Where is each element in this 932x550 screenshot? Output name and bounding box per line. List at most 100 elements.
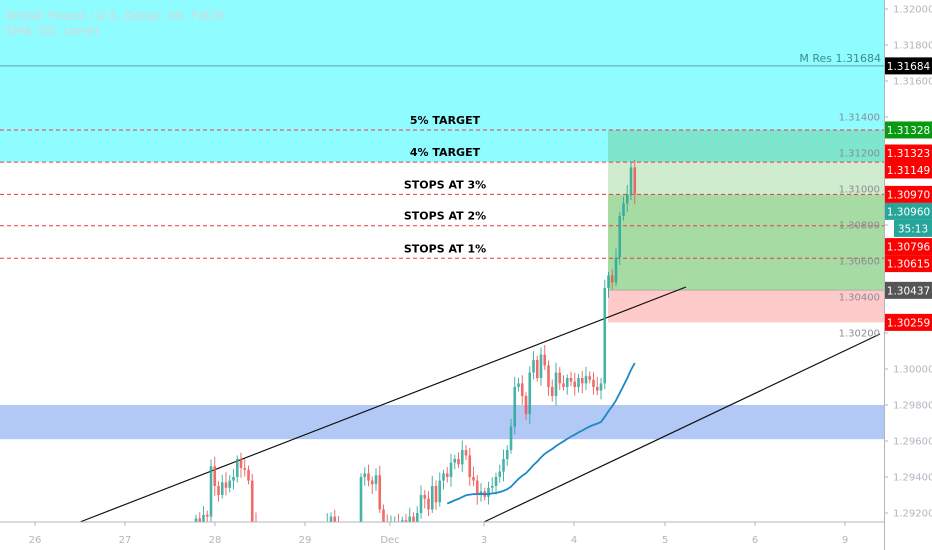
candle-body xyxy=(562,383,565,387)
time-tick-label: 6 xyxy=(752,535,758,546)
candle xyxy=(622,196,625,221)
position-profit-light[interactable] xyxy=(608,162,884,195)
time-axis[interactable]: 26 27 28 29 Dec 3 4 5 6 9 xyxy=(29,522,849,546)
candle xyxy=(603,279,607,390)
candle-body xyxy=(213,466,217,486)
level-label: 4% TARGET xyxy=(410,146,481,159)
candle-body xyxy=(543,354,547,366)
candle xyxy=(547,360,550,396)
candle xyxy=(370,476,374,494)
upper-trendline[interactable] xyxy=(79,286,687,523)
candle-body xyxy=(438,480,442,503)
price-axis[interactable]: 1.32000 1.31800 1.31600 1.30000 1.29800 1.296… xyxy=(884,5,932,520)
price-badge-label: 1.30960 xyxy=(887,206,930,218)
level-label: 5% TARGET xyxy=(410,114,481,127)
candle xyxy=(532,351,535,380)
candle xyxy=(228,475,232,493)
candle-body xyxy=(577,378,580,387)
candle-body xyxy=(569,378,573,382)
price-tick-label: 1.30600 xyxy=(839,257,880,268)
candle-body xyxy=(487,487,490,497)
candle-body xyxy=(468,455,472,477)
candle xyxy=(543,345,547,371)
candle-body xyxy=(247,469,250,481)
candle xyxy=(569,371,573,387)
price-tick-label: 1.31200 xyxy=(839,149,880,160)
candle xyxy=(614,248,618,287)
candle-body xyxy=(517,383,520,387)
candle-body xyxy=(374,475,378,485)
price-badge-label: 1.31149 xyxy=(887,165,930,177)
candle xyxy=(595,376,599,396)
candle xyxy=(427,491,430,517)
candle-body xyxy=(588,376,592,380)
price-badge-label: 1.31328 xyxy=(887,125,930,137)
candle-body xyxy=(408,516,412,526)
candle xyxy=(442,469,445,490)
candle xyxy=(239,452,243,478)
candle-body xyxy=(232,477,235,481)
price-tick-label: 1.29600 xyxy=(893,437,932,448)
candle xyxy=(247,465,250,485)
price-tick-label: 1.29800 xyxy=(893,401,932,412)
price-tick-label: 1.30200 xyxy=(839,329,880,340)
candle-body xyxy=(329,516,333,522)
position-loss-zone[interactable] xyxy=(608,290,884,323)
candle xyxy=(453,454,457,470)
candle-body xyxy=(457,459,460,465)
price-tick-label: 1.31600 xyxy=(893,77,932,88)
level-label: STOPS AT 2% xyxy=(404,210,486,223)
candle xyxy=(472,466,475,487)
candle xyxy=(554,362,558,406)
candle-body xyxy=(505,450,509,459)
lower-trendline[interactable] xyxy=(483,333,881,523)
price-badge xyxy=(885,121,932,139)
support-zone[interactable] xyxy=(0,405,884,440)
candle-body xyxy=(359,477,363,544)
position-target-zone[interactable] xyxy=(608,129,884,163)
candle xyxy=(520,375,524,405)
candle xyxy=(374,468,378,491)
candle-body xyxy=(622,203,625,216)
trendlines[interactable] xyxy=(79,286,881,523)
time-tick-label: Dec xyxy=(380,535,399,546)
candle xyxy=(528,366,532,424)
candle-body xyxy=(513,387,517,427)
candle xyxy=(213,456,217,496)
price-badge xyxy=(885,202,932,220)
candle xyxy=(235,455,239,483)
symbol-title: British Pound / U.S. Dollar, 60, FXCM xyxy=(6,9,224,23)
candle xyxy=(505,445,509,466)
price-badge xyxy=(885,57,932,75)
price-badge xyxy=(885,144,932,162)
candle xyxy=(513,376,517,435)
price-badge-label: 1.30615 xyxy=(887,259,930,271)
candle xyxy=(633,159,637,205)
candle xyxy=(449,453,453,487)
time-tick-label: 9 xyxy=(842,535,848,546)
candle-body xyxy=(502,459,505,472)
candle xyxy=(232,468,235,490)
price-tick-labels-inplot: 1.31400 1.31200 1.31000 1.30800 1.30600 1.304… xyxy=(839,113,880,340)
candle-body xyxy=(625,194,629,204)
candle xyxy=(243,459,247,477)
price-badge-label: 1.31684 xyxy=(887,61,931,73)
price-badge xyxy=(894,219,932,237)
time-tick-label: 29 xyxy=(299,535,312,546)
candle-body xyxy=(580,378,584,384)
candle-body xyxy=(535,360,539,378)
candle xyxy=(580,371,584,394)
candle-body xyxy=(412,516,415,524)
candle-body xyxy=(205,514,209,517)
candle xyxy=(494,472,498,495)
candle xyxy=(367,464,370,487)
price-badge xyxy=(885,255,932,273)
position-profit-zone[interactable] xyxy=(608,194,884,291)
time-tick-label: 5 xyxy=(662,535,668,546)
time-tick-label: 27 xyxy=(119,535,132,546)
price-tick-label: 1.30800 xyxy=(839,221,880,232)
candle xyxy=(209,459,213,523)
level-label: STOPS AT 1% xyxy=(404,242,486,255)
time-tick-label: 26 xyxy=(29,535,42,546)
